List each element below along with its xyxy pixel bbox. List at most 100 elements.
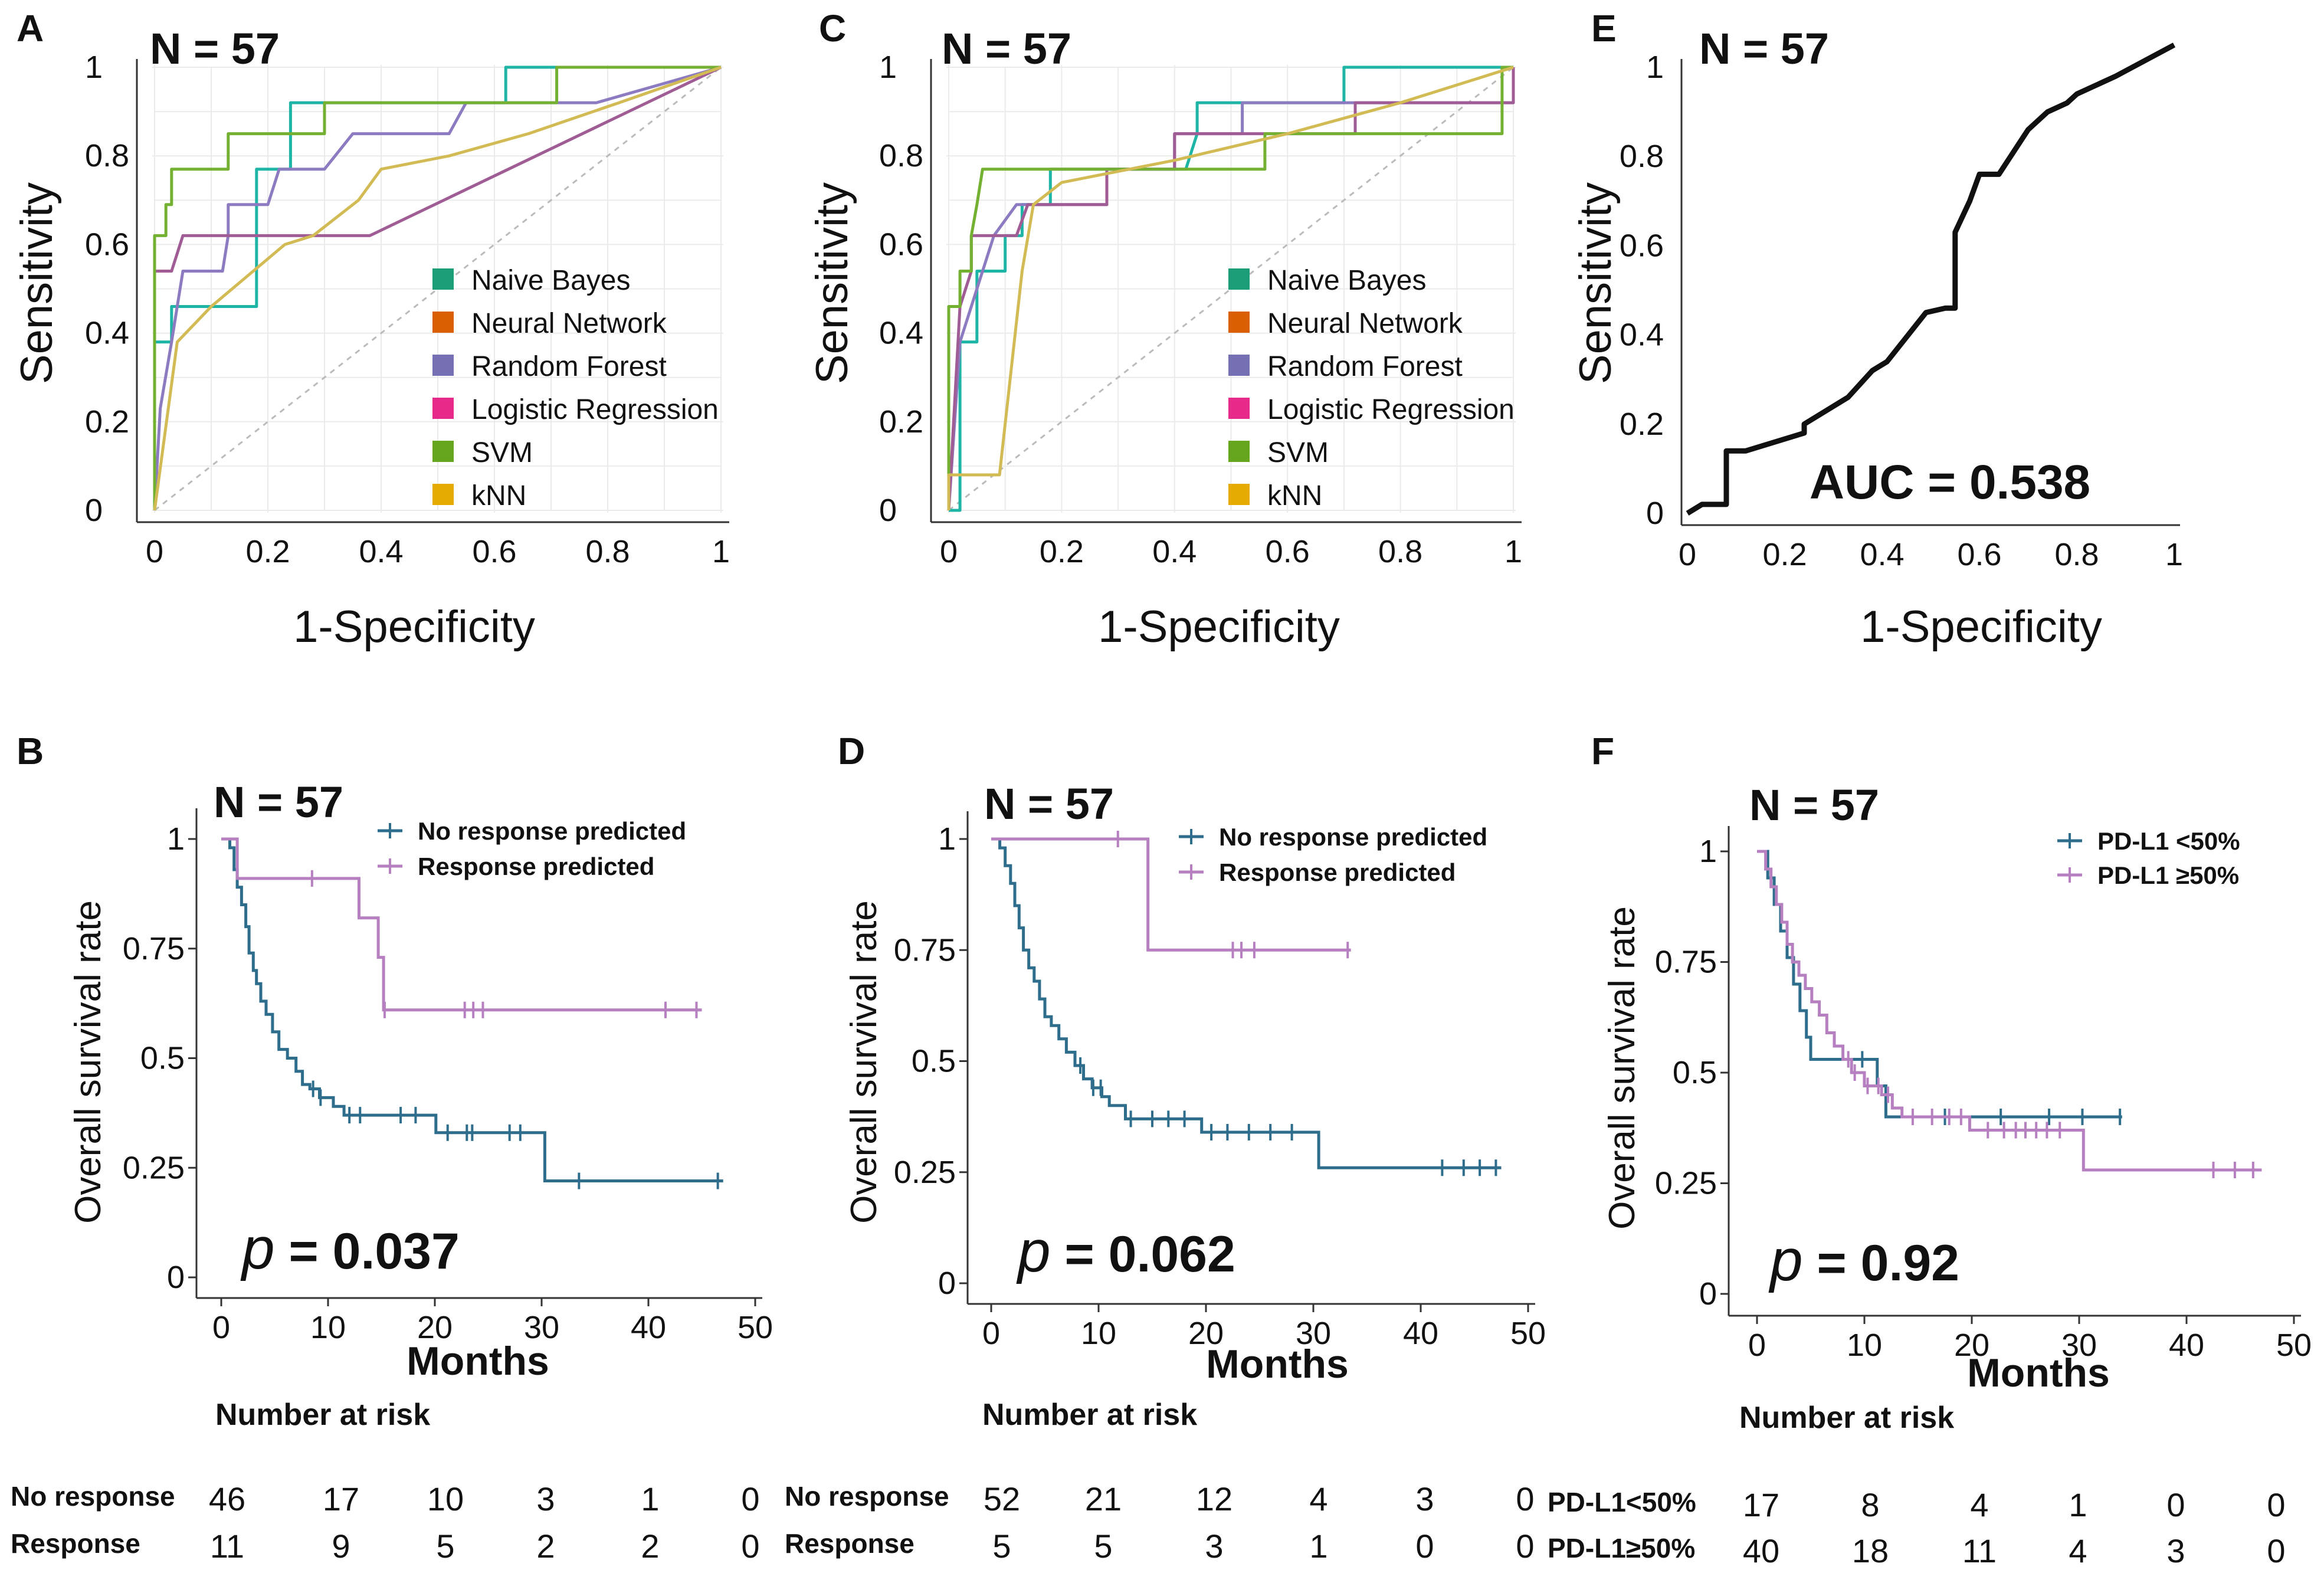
risk-count: 3 [2166, 1532, 2185, 1569]
risk-table-title: Number at risk [982, 1398, 1197, 1432]
risk-count: 3 [1415, 1480, 1434, 1517]
x-tick-label: 30 [2061, 1328, 2097, 1363]
roc-line-svm [947, 65, 1513, 510]
legend-label: Response predicted [1219, 858, 1456, 886]
risk-row-label: PD-L1≥50% [1548, 1533, 1695, 1564]
y-tick-label: 0.25 [894, 1155, 956, 1190]
risk-row-label: No response [11, 1481, 175, 1512]
risk-count: 40 [1743, 1532, 1779, 1569]
risk-row-label: PD-L1<50% [1548, 1487, 1696, 1517]
risk-count: 17 [1743, 1486, 1779, 1523]
risk-count: 3 [1205, 1528, 1223, 1565]
y-tick-label: 0 [1646, 496, 1664, 531]
risk-count: 11 [1962, 1532, 1997, 1569]
y-tick-label: 0.6 [85, 227, 129, 262]
y-axis-label: Overall survival rate [844, 900, 884, 1224]
x-tick-label: 0.2 [1762, 537, 1807, 572]
roc-line-svm [153, 65, 721, 510]
risk-count: 0 [741, 1528, 759, 1565]
survival-curve-no-response-predicted [991, 837, 1502, 1169]
panel-letter: A [17, 7, 44, 50]
y-axis-label: Overall survival rate [1602, 906, 1643, 1230]
legend-swatch [432, 355, 454, 376]
roc-panel-a: 0 0.2 0.4 0.6 0.8 1 0 0.2 0.4 0.6 0.8 1 A N = 57 1-Spe… [12, 7, 730, 652]
x-axis-label: Months [407, 1339, 549, 1384]
x-tick-label: 40 [631, 1310, 666, 1345]
survival-curve-response-predicted [221, 837, 702, 1012]
risk-table: Number at risk No response 52 21 12 4 3 0 Respon… [785, 1398, 1535, 1565]
x-tick-label: 0.8 [1378, 534, 1422, 569]
x-tick-label: 1 [2165, 537, 2183, 572]
legend-swatch [1228, 268, 1250, 290]
legend: Naive Bayes Neural Network Random Forest Lo… [1228, 265, 1515, 512]
risk-count: 0 [2166, 1486, 2185, 1523]
x-tick-label: 0.4 [359, 534, 403, 569]
sample-size-title: N = 57 [942, 24, 1071, 73]
p-value: p = 0.062 [1016, 1218, 1235, 1284]
x-tick-label: 40 [2169, 1328, 2204, 1363]
y-tick-label: 0 [1699, 1276, 1717, 1312]
y-tick-label: 0.4 [85, 316, 129, 351]
p-value: p = 0.92 [1768, 1227, 1959, 1293]
legend-label: Neural Network [1267, 308, 1463, 339]
survival-curve-pd-l1-50- [1757, 850, 2262, 1172]
risk-count: 4 [2069, 1532, 2087, 1569]
risk-count: 5 [992, 1528, 1011, 1565]
p-value-symbol: p [1768, 1227, 1803, 1293]
p-value-symbol: p [240, 1215, 275, 1281]
x-tick-label: 1 [712, 534, 730, 569]
x-tick-label: 0 [212, 1310, 230, 1345]
risk-count: 5 [1094, 1528, 1112, 1565]
p-value-symbol: p [1016, 1218, 1051, 1284]
legend-label: Random Forest [1267, 351, 1463, 382]
legend-swatch [432, 268, 454, 290]
x-tick-label: 0 [1748, 1328, 1766, 1363]
roc-series [1686, 42, 2176, 516]
risk-row-label: Response [785, 1528, 914, 1559]
sample-size-title: N = 57 [1749, 781, 1879, 830]
x-tick-label: 0.6 [1266, 534, 1310, 569]
sample-size-title: N = 57 [1699, 24, 1829, 73]
panel-letter: F [1591, 730, 1614, 772]
risk-count: 21 [1085, 1480, 1122, 1517]
risk-row-label: No response [785, 1481, 949, 1512]
legend-label: Neural Network [471, 308, 667, 339]
reference-diagonal [154, 66, 722, 512]
sample-size-title: N = 57 [984, 779, 1114, 828]
survival-curves [221, 837, 723, 1189]
x-tick-label: 0 [146, 534, 163, 569]
y-tick-label: 0.25 [123, 1150, 185, 1185]
y-axis-label: Sensitivity [12, 182, 62, 384]
roc-line-roc [1686, 42, 2176, 516]
survival-curve-pd-l1-50- [1757, 850, 2122, 1119]
risk-row-label: Response [11, 1528, 140, 1559]
risk-count: 0 [2267, 1532, 2285, 1569]
risk-count: 4 [1309, 1480, 1327, 1517]
x-axis-label: Months [1206, 1342, 1349, 1387]
p-value-number: = 0.92 [1803, 1235, 1959, 1292]
y-tick-label: 0.75 [123, 931, 185, 966]
legend: PD-L1 <50% PD-L1 ≥50% [2057, 827, 2240, 889]
panel-letter: C [819, 7, 846, 50]
risk-count: 46 [209, 1480, 245, 1517]
sample-size-title: N = 57 [150, 24, 280, 73]
risk-count: 12 [1196, 1480, 1233, 1517]
risk-count: 1 [2069, 1486, 2087, 1523]
roc-line-random-forest [153, 65, 722, 511]
x-tick-label: 0 [940, 534, 958, 569]
risk-count: 3 [536, 1480, 555, 1517]
y-tick-label: 1 [85, 50, 103, 85]
legend-label: PD-L1 ≥50% [2097, 861, 2239, 889]
y-tick-label: 0.8 [85, 138, 129, 173]
x-tick-label: 1 [1504, 534, 1522, 569]
risk-count: 10 [427, 1480, 464, 1517]
legend-label: Naive Bayes [1267, 265, 1426, 296]
risk-count: 0 [741, 1480, 759, 1517]
x-axis-label: 1-Specificity [293, 602, 535, 652]
roc-panel-c: 0 0.2 0.4 0.6 0.8 100.20.40.60.81C N = 571-Spe… [807, 7, 1522, 652]
risk-count: 5 [436, 1528, 454, 1565]
reference-diagonal [948, 66, 1514, 512]
